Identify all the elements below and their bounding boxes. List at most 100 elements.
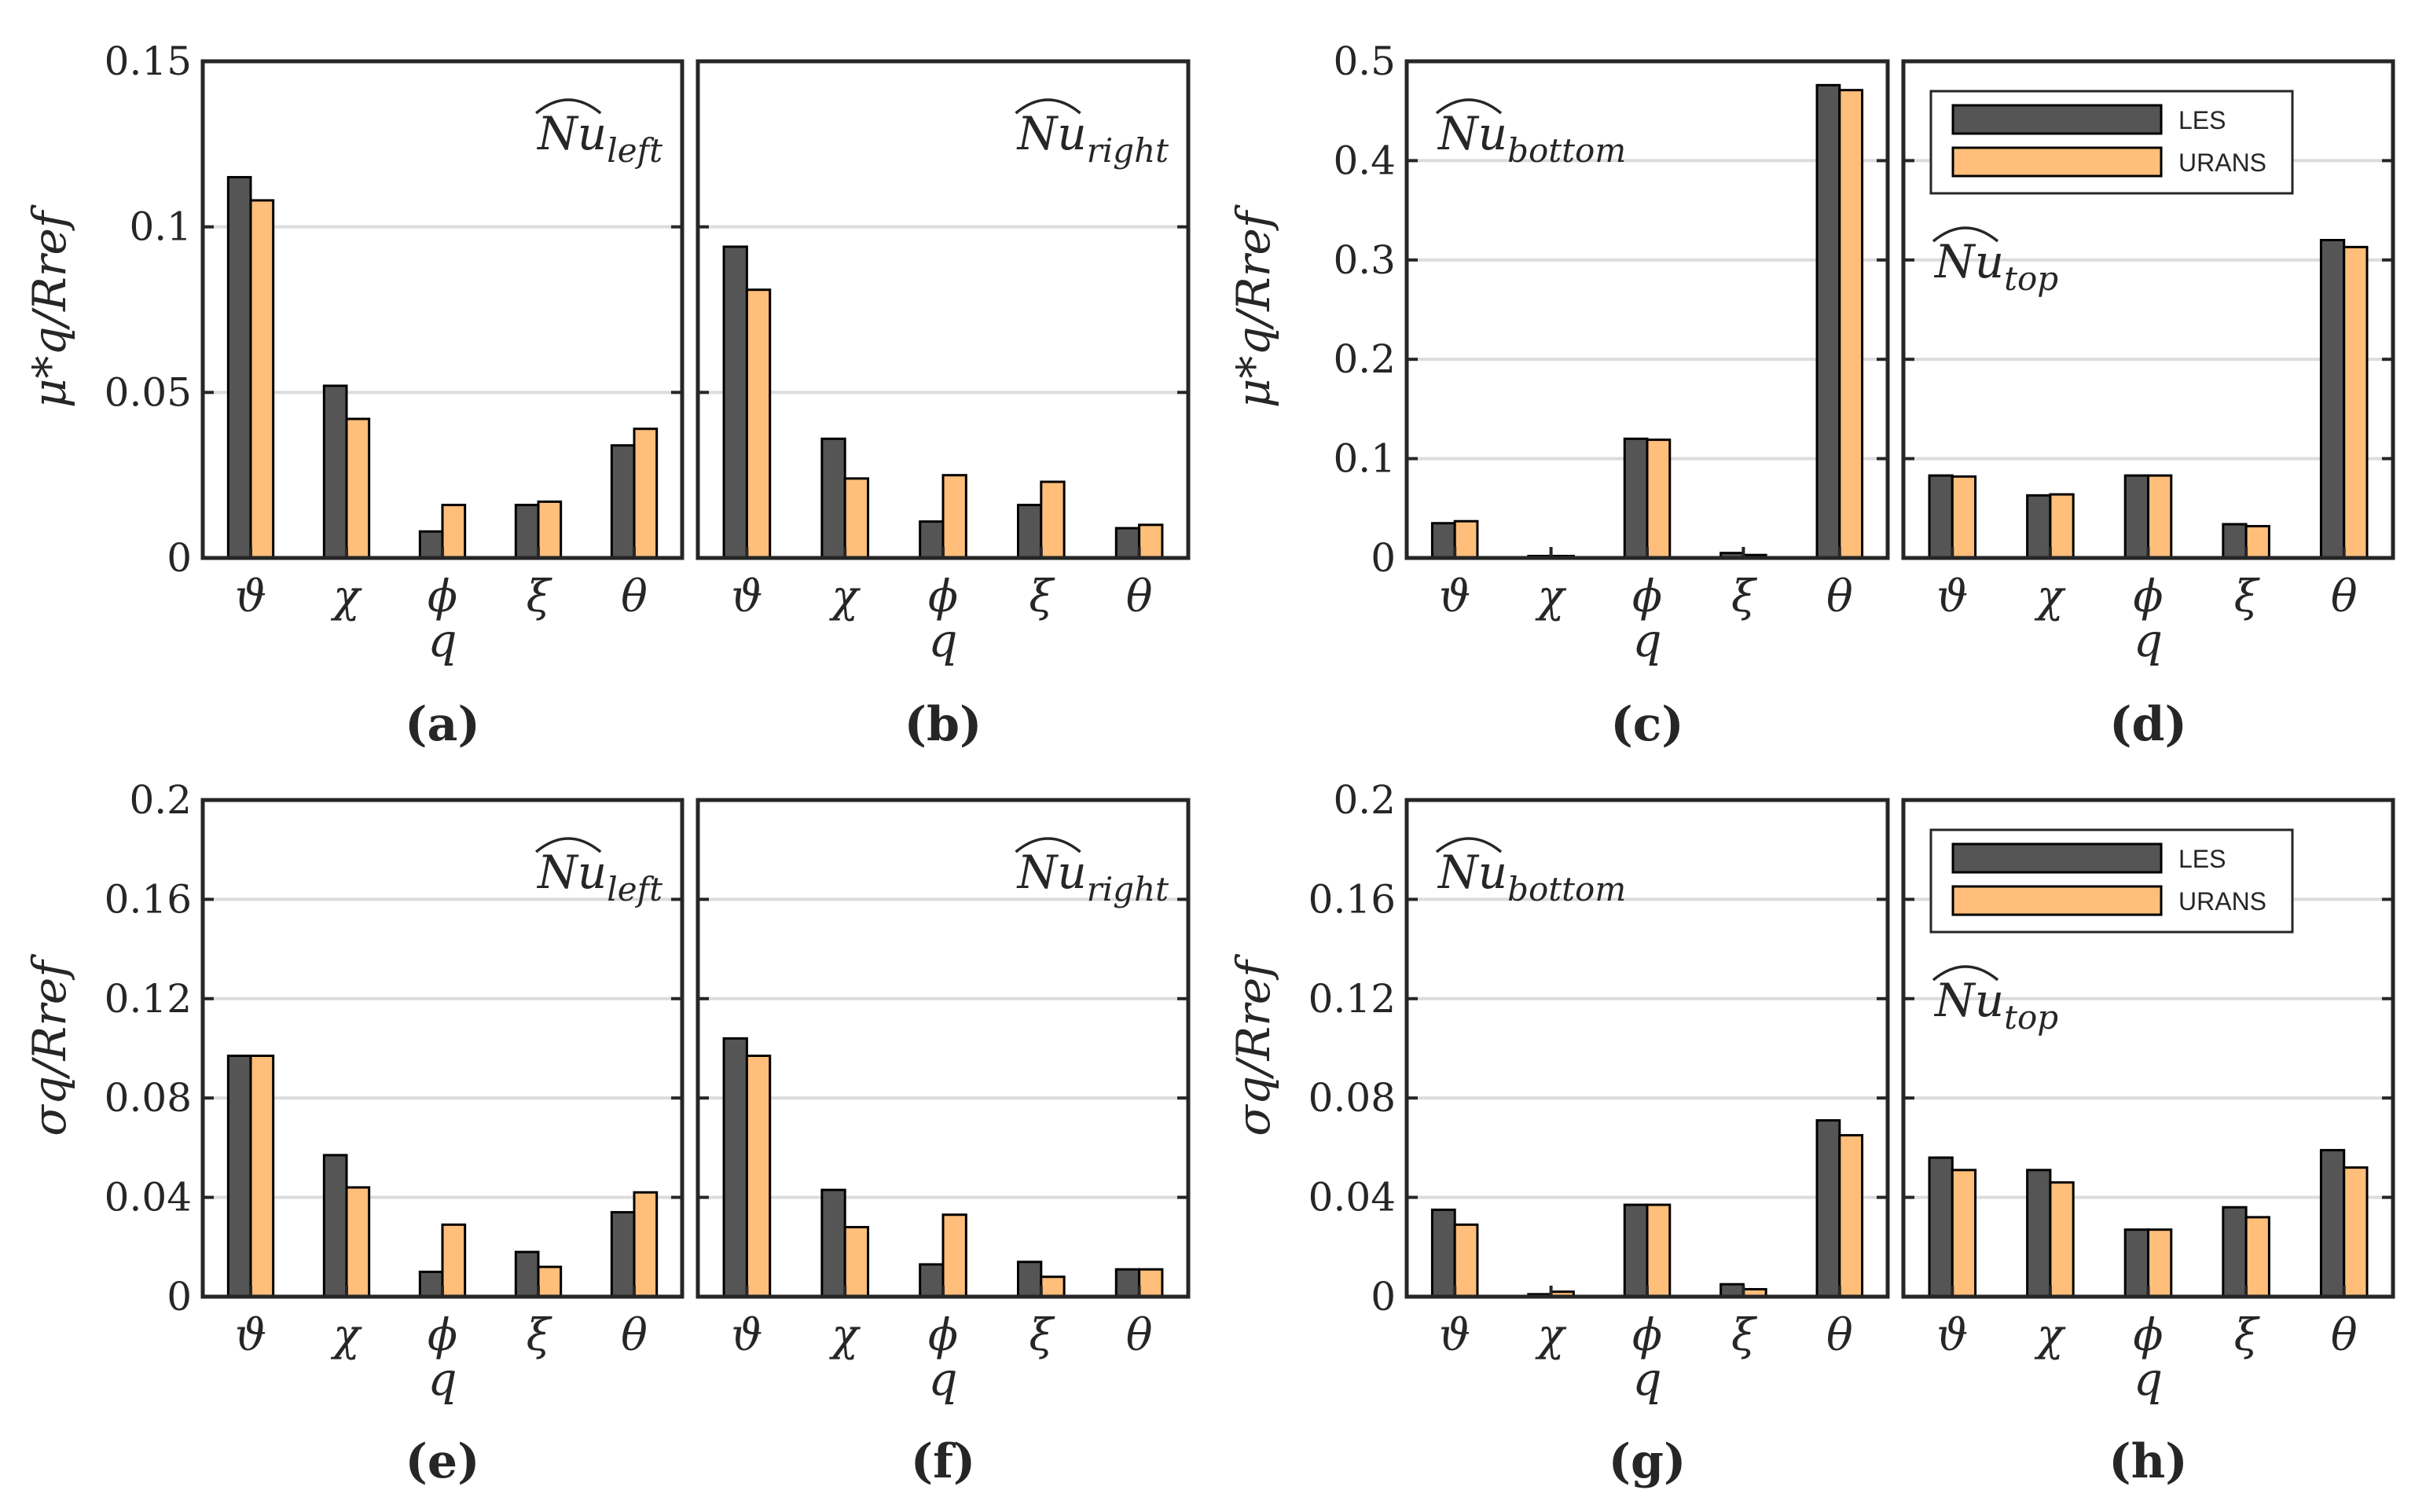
y-tick-label: 0.04 [1308,1175,1396,1220]
x-tick-label: χ [2034,1310,2066,1361]
title-base: Nu [1016,846,1087,899]
x-tick-label: ϕ [1632,571,1662,622]
bar-urans [345,1186,371,1298]
y-axis-label: σq/Rref [1227,953,1280,1136]
panel-label: (c) [1610,697,1683,752]
x-tick-label: χ [330,571,362,622]
y-tick-label: 0.12 [105,976,192,1022]
y-tick-label: 0.3 [1333,237,1396,283]
subplot-title: Nuleft [536,107,662,170]
x-tick-label: χ [828,1310,861,1361]
x-tick-label: θ [1126,1310,1153,1361]
y-tick-label: 0.4 [1333,138,1396,183]
x-tick-label: ξ [2234,571,2261,622]
y-tick-label: 0 [1371,535,1396,581]
title-subscript: left [607,870,662,908]
subplot-title: Nuleft [536,846,662,908]
x-tick-label: ξ [527,571,553,622]
x-tick-label: ξ [1731,571,1758,622]
legend-swatch-urans [1951,146,2163,178]
legend-label-les: LES [2178,106,2226,134]
bar-urans [2147,474,2173,560]
x-tick-label: ξ [2234,1310,2261,1361]
x-tick-label: ϑ [1439,1310,1470,1361]
bar-les [1016,1261,1043,1298]
legend-swatch-les [1951,842,2163,874]
x-tick-label: ξ [1029,571,1055,622]
y-tick-label: 0.1 [129,204,192,250]
y-axis-label: μ*q/Rref [1227,204,1280,408]
x-tick-label: χ [330,1310,362,1361]
bar-urans [745,288,772,560]
bar-les [820,437,846,560]
bar-les [322,384,348,560]
x-axis-label: q [428,1352,457,1406]
x-tick-label: ϕ [428,1310,457,1361]
title-subscript: bottom [1507,870,1626,908]
title-hat [535,837,602,853]
bar-les [1430,1208,1456,1298]
title-hat [1932,965,1999,982]
y-tick-label: 0 [167,535,192,581]
bar-les [514,1250,540,1298]
bar-les [226,175,252,560]
y-axis-label: μ*q/Rref [23,204,76,408]
title-base: Nu [536,107,607,160]
bar-urans [633,1191,659,1298]
chart-panel-b: ϑ χ ϕ ξ θ q (b) Nuright [696,59,1191,752]
title-subscript: top [2004,259,2058,298]
x-tick-label: θ [621,1310,648,1361]
x-tick-label: ϑ [1936,571,1968,622]
bar-urans [1951,1169,1977,1298]
panel-label: (h) [2109,1434,2187,1489]
legend-label-urans: URANS [2178,887,2266,916]
x-tick-label: θ [2331,571,2358,622]
bar-les [610,444,636,560]
title-base: Nu [1933,974,2004,1027]
x-axis-label: q [928,1352,957,1406]
panel-label: (a) [405,697,480,752]
panel-label: (e) [406,1434,480,1489]
title-base: Nu [1016,107,1087,160]
bar-urans [2049,1181,2075,1298]
bar-urans [1951,475,1977,560]
bar-les [2026,1169,2052,1298]
x-tick-label: ϕ [2133,571,2163,622]
bar-urans [941,1213,967,1298]
bar-urans [2244,525,2270,560]
y-tick-label: 0 [1371,1274,1396,1319]
bar-les [919,1263,945,1298]
x-tick-label: ϑ [731,571,762,622]
bar-les [1016,504,1043,560]
title-hat [1932,226,1999,243]
bar-les [1928,1156,1954,1298]
y-tick-label: 0.5 [1333,39,1396,84]
title-subscript: right [1087,131,1169,170]
chart-panel-a: ϑ χ ϕ ξ θ q 0 0.05 0.1 0.15 μ*q/Rref (a) Nuleft [23,39,684,752]
x-tick-label: ϕ [2133,1310,2163,1361]
panel-label: (g) [1609,1434,1686,1489]
x-axis-label: q [1632,614,1661,667]
bar-urans [941,474,967,560]
bar-les [610,1211,636,1298]
bar-urans [1646,439,1672,560]
bar-urans [441,1223,467,1298]
bar-les [722,245,748,560]
x-tick-label: ϑ [235,1310,266,1361]
bar-les [2319,1149,2346,1298]
x-tick-label: θ [1826,1310,1853,1361]
x-tick-label: ξ [1731,1310,1758,1361]
bar-urans [1453,519,1479,560]
bar-urans [249,199,275,560]
bar-les [2123,474,2149,560]
title-base: Nu [536,846,607,899]
bar-les [1815,1119,1841,1298]
x-axis-label: q [1632,1352,1661,1406]
legend-swatch-urans [1951,885,2163,916]
bar-urans [537,1265,563,1298]
subplot-title: Nubottom [1437,846,1626,908]
x-axis-label: q [2134,614,2163,667]
x-tick-label: ϑ [1936,1310,1968,1361]
bar-les [1815,83,1841,560]
x-tick-label: χ [2034,571,2066,622]
